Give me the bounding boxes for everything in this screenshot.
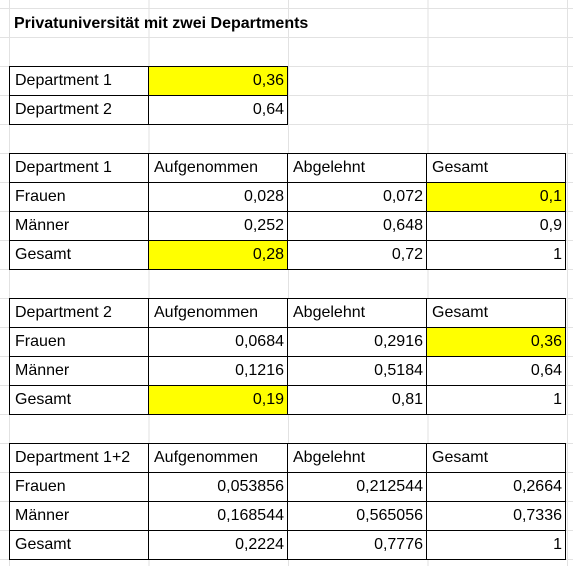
row-label-cell[interactable]: Männer <box>9 501 149 531</box>
table-row: Männer 0,1216 0,5184 0,64 <box>9 356 566 386</box>
cell[interactable]: 0,2664 <box>426 472 566 502</box>
row-label-cell[interactable]: Frauen <box>9 472 149 502</box>
table-row: Gesamt 0,28 0,72 1 <box>9 240 566 270</box>
table-row: Männer 0,168544 0,565056 0,7336 <box>9 501 566 531</box>
cell[interactable]: 0,648 <box>287 211 427 241</box>
table-row: Gesamt 0,2224 0,7776 1 <box>9 530 566 560</box>
cell-highlighted[interactable]: 0,1 <box>426 182 566 212</box>
table-header-row: Department 1+2 Aufgenommen Abgelehnt Ges… <box>9 443 566 473</box>
table-header-row: Department 1 Aufgenommen Abgelehnt Gesam… <box>9 153 566 183</box>
cell[interactable]: 0,72 <box>287 240 427 270</box>
cell[interactable]: 0,212544 <box>287 472 427 502</box>
cell[interactable]: 1 <box>426 385 566 415</box>
table-row: Frauen 0,028 0,072 0,1 <box>9 182 566 212</box>
header-cell[interactable]: Gesamt <box>426 153 566 183</box>
cell[interactable]: 0,252 <box>148 211 288 241</box>
row-label-cell[interactable]: Männer <box>9 211 149 241</box>
row-label-cell[interactable]: Männer <box>9 356 149 386</box>
cell[interactable]: 0,7776 <box>287 530 427 560</box>
header-cell[interactable]: Aufgenommen <box>148 443 288 473</box>
cell[interactable]: 0,2224 <box>148 530 288 560</box>
cell[interactable]: 0,64 <box>148 95 288 125</box>
cell[interactable]: 0,64 <box>426 356 566 386</box>
cell-highlighted[interactable]: 0,19 <box>148 385 288 415</box>
cell[interactable]: 0,028 <box>148 182 288 212</box>
cell-highlighted[interactable]: 0,36 <box>426 327 566 357</box>
department-2-table: Department 2 Aufgenommen Abgelehnt Gesam… <box>9 298 566 415</box>
cell[interactable]: 0,0684 <box>148 327 288 357</box>
table-row: Gesamt 0,19 0,81 1 <box>9 385 566 415</box>
cell[interactable]: 0,2916 <box>287 327 427 357</box>
cell[interactable]: 0,168544 <box>148 501 288 531</box>
header-cell[interactable]: Gesamt <box>426 443 566 473</box>
header-cell[interactable]: Aufgenommen <box>148 153 288 183</box>
cell[interactable]: Department 1 <box>9 66 149 96</box>
header-cell[interactable]: Abgelehnt <box>287 443 427 473</box>
cell[interactable]: 0,053856 <box>148 472 288 502</box>
table-row: Department 1 0,36 <box>9 66 288 96</box>
cell-highlighted[interactable]: 0,36 <box>148 66 288 96</box>
table-row: Frauen 0,0684 0,2916 0,36 <box>9 327 566 357</box>
header-cell[interactable]: Department 1+2 <box>9 443 149 473</box>
department-1-2-table: Department 1+2 Aufgenommen Abgelehnt Ges… <box>9 443 566 560</box>
table-row: Frauen 0,053856 0,212544 0,2664 <box>9 472 566 502</box>
header-cell[interactable]: Department 1 <box>9 153 149 183</box>
cell[interactable]: 0,565056 <box>287 501 427 531</box>
cell[interactable]: 1 <box>426 530 566 560</box>
header-cell[interactable]: Gesamt <box>426 298 566 328</box>
table-row: Männer 0,252 0,648 0,9 <box>9 211 566 241</box>
row-label-cell[interactable]: Frauen <box>9 182 149 212</box>
department-shares-table: Department 1 0,36 Department 2 0,64 <box>9 66 288 125</box>
cell[interactable]: 0,072 <box>287 182 427 212</box>
header-cell[interactable]: Abgelehnt <box>287 298 427 328</box>
sheet-title: Privatuniversität mit zwei Departments <box>14 15 309 32</box>
cell[interactable]: 1 <box>426 240 566 270</box>
table-header-row: Department 2 Aufgenommen Abgelehnt Gesam… <box>9 298 566 328</box>
header-cell[interactable]: Abgelehnt <box>287 153 427 183</box>
row-label-cell[interactable]: Gesamt <box>9 530 149 560</box>
cell[interactable]: 0,1216 <box>148 356 288 386</box>
cell-highlighted[interactable]: 0,28 <box>148 240 288 270</box>
cell[interactable]: Department 2 <box>9 95 149 125</box>
row-label-cell[interactable]: Gesamt <box>9 385 149 415</box>
row-label-cell[interactable]: Gesamt <box>9 240 149 270</box>
header-cell[interactable]: Aufgenommen <box>148 298 288 328</box>
cell[interactable]: 0,7336 <box>426 501 566 531</box>
cell[interactable]: 0,9 <box>426 211 566 241</box>
row-label-cell[interactable]: Frauen <box>9 327 149 357</box>
table-row: Department 2 0,64 <box>9 95 288 125</box>
cell[interactable]: 0,5184 <box>287 356 427 386</box>
department-1-table: Department 1 Aufgenommen Abgelehnt Gesam… <box>9 153 566 270</box>
cell[interactable]: 0,81 <box>287 385 427 415</box>
header-cell[interactable]: Department 2 <box>9 298 149 328</box>
